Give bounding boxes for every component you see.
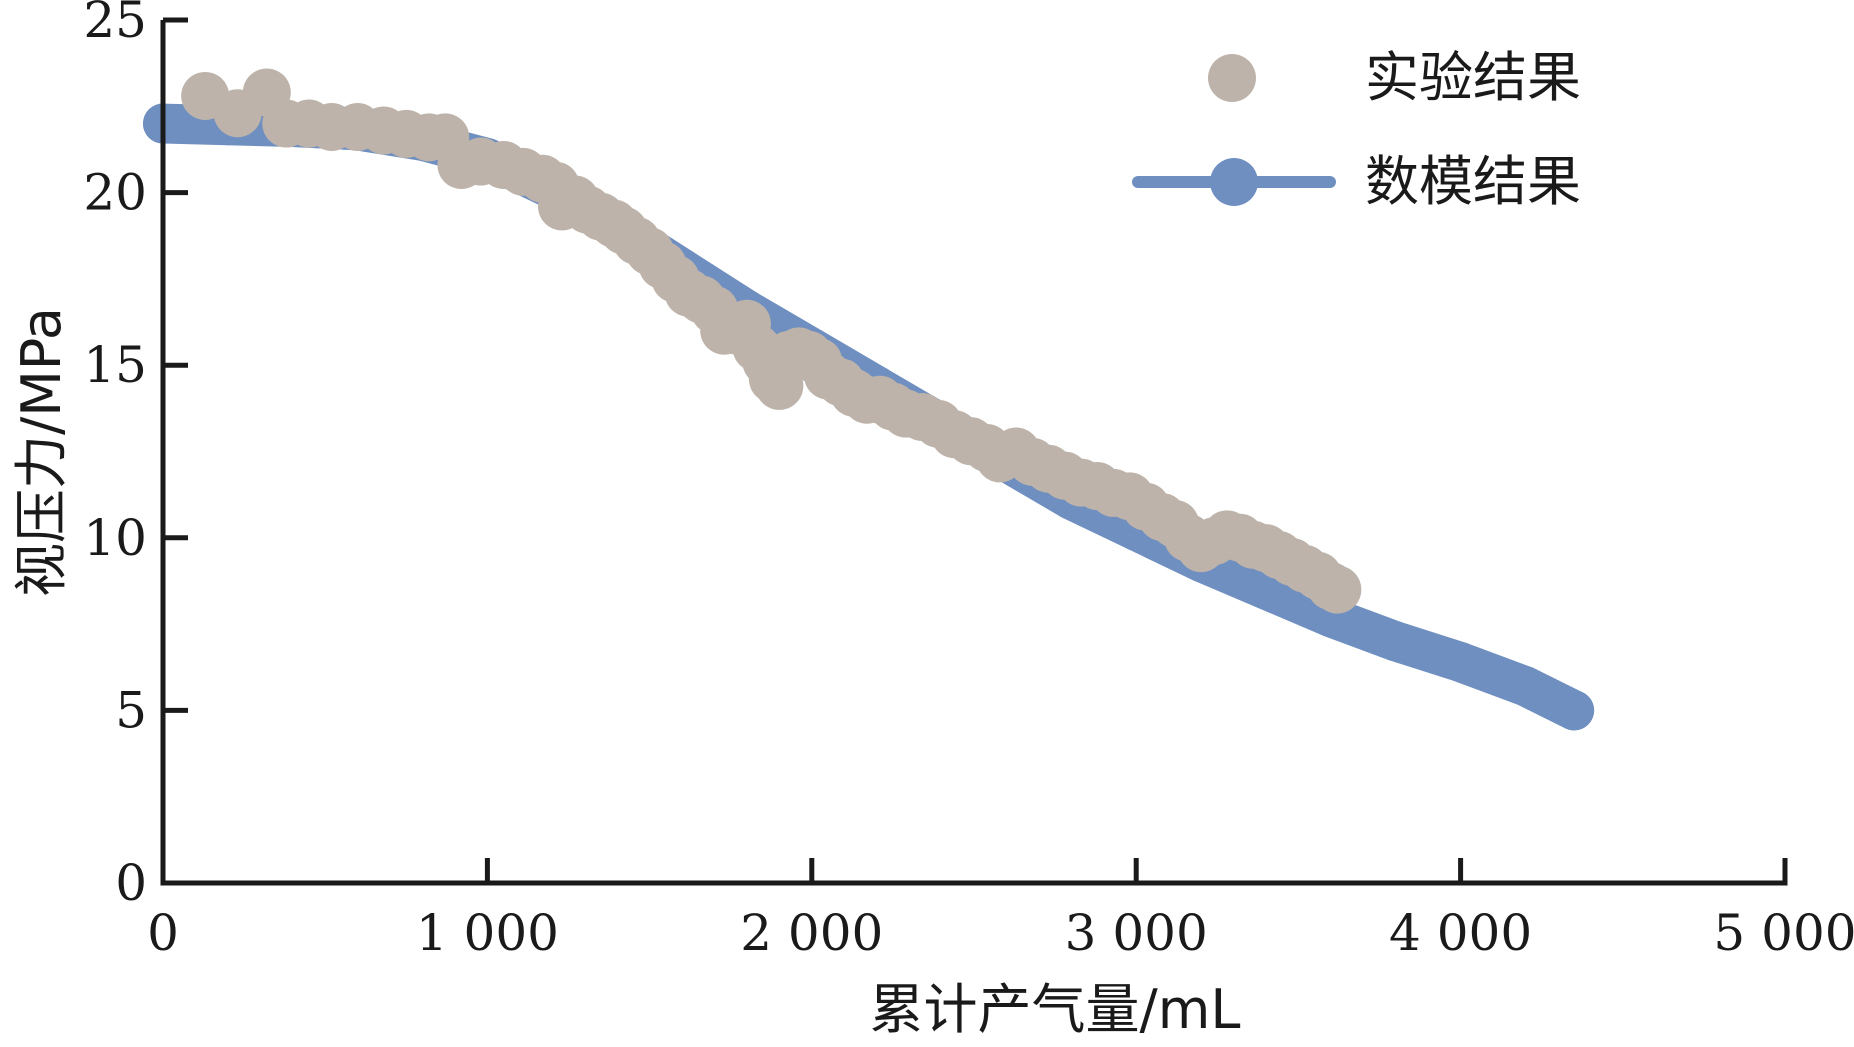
x-axis-title: 累计产气量/mL (870, 978, 1241, 1041)
data-point-simulation (1505, 666, 1546, 707)
legend-label-simulation: 数模结果 (1365, 150, 1581, 213)
legend-label-experiment: 实验结果 (1365, 46, 1581, 109)
series-layer (143, 68, 1595, 731)
y-tick-label: 0 (115, 854, 147, 912)
y-axis: 0 5 10 15 20 25 (83, 0, 188, 912)
x-tick-label: 4 000 (1389, 904, 1532, 962)
y-tick-label: 25 (83, 0, 147, 49)
y-axis-title: 视压力/MPa (10, 307, 73, 597)
x-tick-label: 3 000 (1065, 904, 1208, 962)
data-point-experiment (1313, 565, 1362, 614)
legend: 实验结果 数模结果 (1132, 46, 1581, 213)
data-point-simulation (1554, 690, 1595, 731)
x-tick-label: 2 000 (740, 904, 883, 962)
x-axis: 0 1 000 2 000 3 000 4 000 5 000 (147, 858, 1854, 962)
y-tick-label: 10 (83, 509, 147, 567)
x-tick-label: 0 (147, 904, 179, 962)
legend-marker-simulation (1210, 158, 1258, 206)
y-tick-label: 5 (115, 681, 147, 739)
legend-marker-experiment (1208, 54, 1256, 102)
data-point-simulation (1375, 621, 1416, 662)
data-point-simulation (1440, 642, 1481, 683)
y-tick-label: 15 (83, 336, 147, 394)
x-tick-label: 1 000 (416, 904, 559, 962)
y-tick-label: 20 (83, 164, 147, 222)
x-tick-label: 5 000 (1713, 904, 1854, 962)
